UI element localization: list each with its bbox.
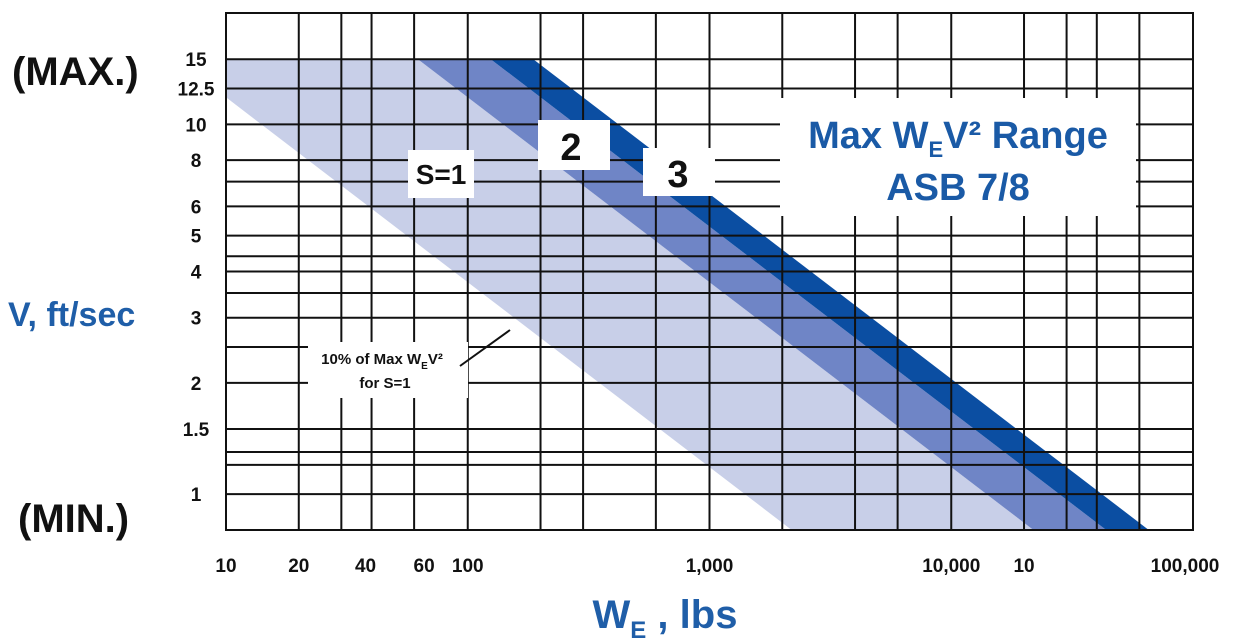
x-tick-label: 1,000 xyxy=(686,556,734,577)
x-tick-label: 100 xyxy=(452,556,484,577)
chart-title-box: Max WEV² Range ASB 7/8 xyxy=(780,98,1136,216)
band-label-3: 3 xyxy=(643,148,715,196)
chart-grid xyxy=(225,13,1194,530)
x-tick-label: 60 xyxy=(414,556,435,577)
y-axis-label: V, ft/sec xyxy=(8,296,135,334)
plot-frame xyxy=(225,12,1194,531)
y-tick-label: 2 xyxy=(191,374,202,395)
y-tick-label: 4 xyxy=(191,263,202,284)
x-tick-label: 100,000 xyxy=(1151,556,1220,577)
x-axis-label: WE , lbs xyxy=(593,593,738,640)
annotation-leader-line xyxy=(459,329,511,367)
annotation-10pct: 10% of Max WEV² for S=1 xyxy=(308,329,511,398)
series-label-s1: S=1 xyxy=(416,159,467,190)
x-tick-label: 40 xyxy=(355,556,376,577)
y-tick-label: 10 xyxy=(185,115,206,136)
chart-title-line2: ASB 7/8 xyxy=(886,167,1030,209)
y-tick-label: 12.5 xyxy=(178,79,215,100)
y-tick-label: 15 xyxy=(185,50,207,71)
band-label-2: 2 xyxy=(538,120,610,170)
x-tick-label: 10 xyxy=(1013,556,1034,577)
y-tick-label: 8 xyxy=(191,151,202,172)
x-tick-labels: 10 20 40 60 100 1,000 10,000 10 100,000 xyxy=(215,556,1219,577)
y-tick-label: 3 xyxy=(191,309,202,330)
y-tick-label: 6 xyxy=(191,197,202,218)
band-2 xyxy=(417,59,1107,530)
chart-title-line1: Max WEV² Range xyxy=(808,115,1108,162)
y-tick-label: 1.5 xyxy=(183,420,210,441)
band-label-s1: S=1 xyxy=(408,150,474,198)
annotation-line2: for S=1 xyxy=(359,375,410,392)
y-tick-label: 5 xyxy=(191,227,202,248)
y-min-label: (MIN.) xyxy=(18,497,129,541)
series-label-3: 3 xyxy=(667,154,688,196)
y-tick-label: 1 xyxy=(191,485,202,506)
y-max-label: (MAX.) xyxy=(12,50,139,94)
annotation-line1: 10% of Max WEV² xyxy=(321,351,443,372)
x-tick-label: 10 xyxy=(215,556,236,577)
series-label-2: 2 xyxy=(560,127,581,169)
y-tick-labels: 15 12.5 10 8 6 5 4 3 2 1.5 1 xyxy=(178,50,215,506)
x-tick-label: 20 xyxy=(288,556,309,577)
x-tick-label: 10,000 xyxy=(922,556,980,577)
